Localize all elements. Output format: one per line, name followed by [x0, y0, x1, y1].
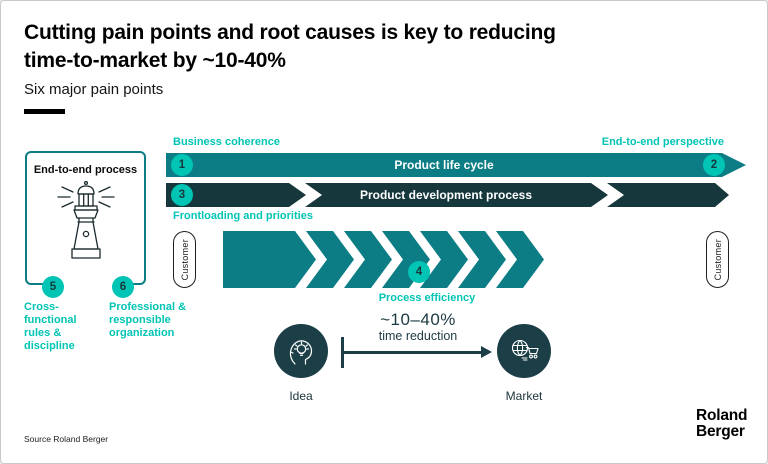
- product-development-arrow: Product development process 3: [166, 183, 729, 207]
- market-globe-cart-icon: [511, 339, 539, 361]
- frontloading-label: Frontloading and priorities: [173, 210, 313, 222]
- reduction-value: ~10–40%: [380, 310, 456, 329]
- title-line-2: time-to-market by ~10-40%: [24, 49, 286, 72]
- process-chevron-arrow: [223, 231, 544, 288]
- pain-point-5-label: Cross-functional rules & discipline: [24, 301, 77, 352]
- marker-1: 1: [171, 154, 193, 176]
- end-to-end-perspective-label: End-to-end perspective: [601, 136, 724, 148]
- product-life-cycle-arrow: Product life cycle 1 2: [166, 153, 746, 177]
- marker-4-number: 4: [415, 266, 423, 278]
- idea-circle: [274, 324, 328, 378]
- customer-pill-left: Customer: [173, 231, 196, 288]
- business-coherence-label: Business coherence: [173, 136, 280, 148]
- market-circle: [497, 324, 551, 378]
- marker-3: 3: [171, 184, 193, 206]
- box-title: End-to-end process: [33, 164, 138, 176]
- customer-right-label: Customer: [712, 238, 723, 281]
- time-reduction-annotation: ~10–40% time reduction: [351, 310, 485, 343]
- marker-2: 2: [703, 154, 725, 176]
- marker-5: 5: [42, 276, 64, 298]
- product-life-cycle-label: Product life cycle: [394, 158, 494, 172]
- process-efficiency-label: Process efficiency: [378, 292, 476, 304]
- customer-left-label: Customer: [179, 238, 190, 281]
- product-development-label: Product development process: [359, 188, 533, 202]
- market-label: Market: [505, 389, 543, 403]
- marker-1-number: 1: [178, 159, 186, 171]
- idea-head-bulb-icon: [289, 340, 313, 365]
- lighthouse-icon: [56, 180, 115, 259]
- subtitle: Six major pain points: [24, 81, 164, 98]
- marker-4: 4: [408, 261, 430, 283]
- logo-line-2: Berger: [696, 422, 745, 440]
- title-line-1: Cutting pain points and root causes is k…: [24, 21, 556, 44]
- marker-6: 6: [112, 276, 134, 298]
- reduction-arrow-line: [343, 351, 482, 354]
- development-arrow-shape: [166, 183, 729, 207]
- marker-3-number: 3: [178, 189, 186, 201]
- reduction-caption: time reduction: [378, 329, 458, 343]
- page-title: Cutting pain points and root causes is k…: [24, 19, 556, 75]
- logo-line-1: Roland: [696, 407, 748, 424]
- pain-point-6-label: Professional & responsible organization: [109, 301, 187, 339]
- marker-5-number: 5: [49, 281, 57, 293]
- reduction-arrowhead-icon: [481, 346, 492, 358]
- idea-label: Idea: [289, 389, 313, 403]
- source-note: Source Roland Berger: [24, 434, 109, 444]
- box-border-gap: [61, 282, 113, 285]
- marker-6-number: 6: [119, 281, 127, 293]
- marker-2-number: 2: [710, 159, 718, 171]
- title-accent-bar: [24, 109, 65, 114]
- end-to-end-process-box: End-to-end process 5 6: [25, 151, 146, 298]
- reduction-arrow-start-bar: [341, 337, 344, 368]
- life-cycle-arrow-shape: [166, 153, 746, 177]
- roland-berger-logo: Roland Berger: [696, 407, 748, 440]
- customer-pill-right: Customer: [706, 231, 729, 288]
